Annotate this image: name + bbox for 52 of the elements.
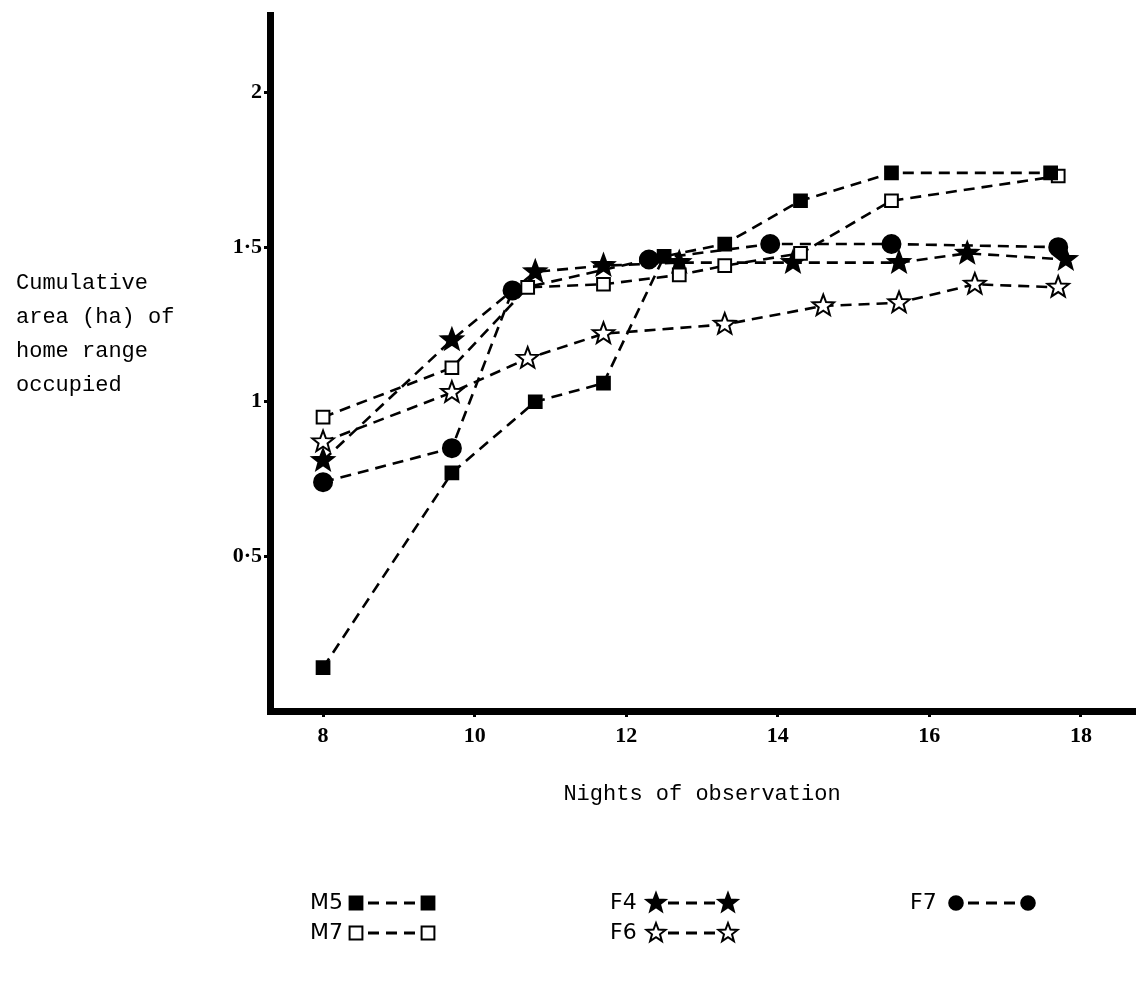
- point: [884, 165, 899, 181]
- x-tick-label: 10: [463, 721, 486, 747]
- point: [315, 409, 331, 425]
- point: [444, 465, 460, 481]
- x-axis-title: Nights of observation: [563, 781, 841, 807]
- legend-label: F7: [910, 888, 937, 914]
- y-tick-label: 0·5: [232, 542, 262, 568]
- point: [717, 236, 733, 252]
- point: [1043, 165, 1058, 181]
- point: [311, 448, 335, 471]
- point: [527, 394, 543, 410]
- y-tick-label: 1·5: [232, 232, 262, 258]
- y-tick-label: 1: [251, 387, 262, 413]
- point: [955, 241, 979, 264]
- point: [811, 293, 835, 316]
- x-tick-label: 16: [918, 721, 941, 747]
- point: [793, 193, 808, 209]
- x-tick-label: 8: [317, 721, 329, 747]
- x-tick-label: 14: [766, 721, 789, 747]
- x-tick-label: 12: [615, 721, 638, 747]
- point: [440, 380, 464, 403]
- point: [440, 327, 464, 351]
- legend-label: M5: [310, 888, 343, 914]
- point: [1054, 247, 1078, 270]
- point: [315, 660, 331, 676]
- point: [520, 279, 536, 295]
- point: [515, 346, 540, 369]
- legend-label: F4: [610, 888, 637, 914]
- point: [887, 250, 911, 273]
- x-tick-label: 18: [1069, 721, 1092, 747]
- point: [313, 472, 334, 493]
- point: [671, 267, 687, 283]
- point: [884, 193, 899, 209]
- point: [444, 360, 460, 376]
- point: [591, 321, 616, 344]
- legend-label: F6: [610, 918, 637, 944]
- point: [881, 234, 902, 255]
- point: [793, 245, 808, 261]
- point: [713, 312, 737, 335]
- point: [596, 276, 611, 292]
- point: [656, 249, 672, 264]
- point: [760, 234, 781, 255]
- legend-label: M7: [310, 918, 343, 944]
- y-tick-label: 2: [251, 78, 262, 104]
- point: [441, 438, 462, 459]
- point: [963, 271, 987, 295]
- point: [591, 253, 616, 276]
- point: [596, 375, 611, 391]
- point: [523, 259, 547, 282]
- point: [1046, 275, 1070, 298]
- y-axis-title: Cumulative area (ha) of home range occupied: [16, 270, 175, 398]
- point: [717, 258, 733, 274]
